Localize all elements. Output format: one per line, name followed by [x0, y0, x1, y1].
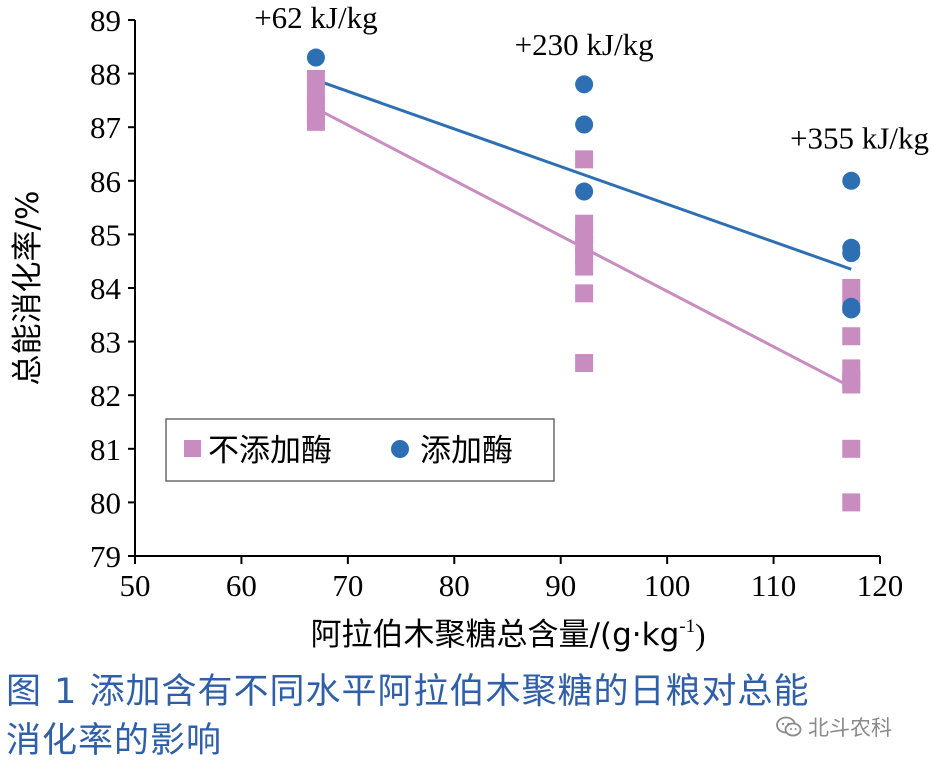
x-tick-label: 70	[332, 568, 363, 603]
x-axis-label-main: 阿拉伯木聚糖总含量/(g·kg	[311, 617, 680, 653]
annotation-label: +355 kJ/kg	[790, 121, 929, 156]
x-tick-label: 80	[439, 568, 470, 603]
y-tick-label: 84	[90, 271, 122, 306]
caption-line-1: 图 1 添加含有不同水平阿拉伯木聚糖的日粮对总能	[6, 672, 810, 712]
x-tick-label: 100	[644, 568, 691, 603]
point-no-enzyme	[842, 493, 861, 512]
data-points	[306, 48, 861, 512]
y-ticks: 79 80 81 82 83 84 85 86 87 88 89	[90, 3, 135, 574]
point-no-enzyme	[575, 284, 594, 303]
legend-marker-no-enzyme	[184, 440, 201, 457]
x-tick-label: 50	[120, 568, 151, 603]
point-no-enzyme	[575, 257, 594, 276]
y-tick-label: 79	[90, 539, 121, 574]
point-no-enzyme	[842, 327, 861, 346]
y-tick-label: 83	[90, 325, 121, 360]
point-no-enzyme	[575, 354, 594, 373]
point-no-enzyme	[306, 112, 325, 131]
chart: 79 80 81 82 83 84 85 86 87 88 89 50 60 70 80 90 100 110 1…	[10, 0, 929, 653]
annotation-label: +230 kJ/kg	[515, 27, 654, 62]
point-no-enzyme	[842, 279, 861, 297]
legend-marker-enzyme	[391, 440, 409, 458]
y-tick-label: 82	[90, 378, 121, 413]
y-tick-label: 86	[90, 164, 121, 199]
point-no-enzyme	[842, 375, 861, 394]
y-tick-label: 88	[90, 57, 121, 92]
x-tick-label: 90	[545, 568, 576, 603]
point-enzyme	[575, 115, 594, 134]
point-no-enzyme	[306, 69, 325, 88]
legend-label-no-enzyme: 不添加酶	[208, 433, 332, 469]
legend: 不添加酶 添加酶	[165, 418, 555, 482]
annotation-label: +62 kJ/kg	[254, 0, 377, 35]
point-no-enzyme	[575, 150, 594, 169]
legend-box	[165, 418, 555, 482]
x-tick-label: 120	[857, 568, 904, 603]
annotations: +62 kJ/kg +230 kJ/kg +355 kJ/kg	[254, 0, 929, 156]
x-axis-label-sup: -1	[679, 616, 695, 637]
x-tick-label: 110	[751, 568, 796, 603]
watermark-text: 北斗农科	[808, 716, 892, 740]
y-tick-label: 81	[90, 432, 121, 467]
caption-line-2: 消化率的影响	[6, 721, 223, 761]
y-tick-label: 89	[90, 3, 121, 38]
watermark: 北斗农科	[776, 712, 892, 742]
y-tick-label: 80	[90, 485, 121, 520]
point-enzyme	[575, 75, 594, 94]
x-tick-label: 60	[226, 568, 257, 603]
point-enzyme	[842, 171, 861, 190]
y-tick-label: 87	[90, 110, 121, 145]
x-ticks: 50 60 70 80 90 100 110 120	[120, 556, 904, 603]
wechat-icon	[776, 716, 802, 737]
point-enzyme	[575, 182, 594, 201]
point-enzyme	[842, 244, 861, 263]
x-axis-label-end: )	[695, 617, 705, 652]
y-tick-label: 85	[90, 217, 121, 252]
figure-caption: 图 1 添加含有不同水平阿拉伯木聚糖的日粮对总能 消化率的影响	[6, 668, 926, 766]
x-axis-label: 阿拉伯木聚糖总含量/(g·kg-1)	[311, 616, 706, 653]
point-enzyme	[306, 48, 325, 67]
fit-line-series-1	[315, 78, 852, 271]
y-axis-label: 总能消化率/%	[10, 191, 46, 386]
point-no-enzyme	[842, 439, 861, 458]
legend-label-enzyme: 添加酶	[420, 433, 513, 469]
point-enzyme	[842, 300, 861, 319]
